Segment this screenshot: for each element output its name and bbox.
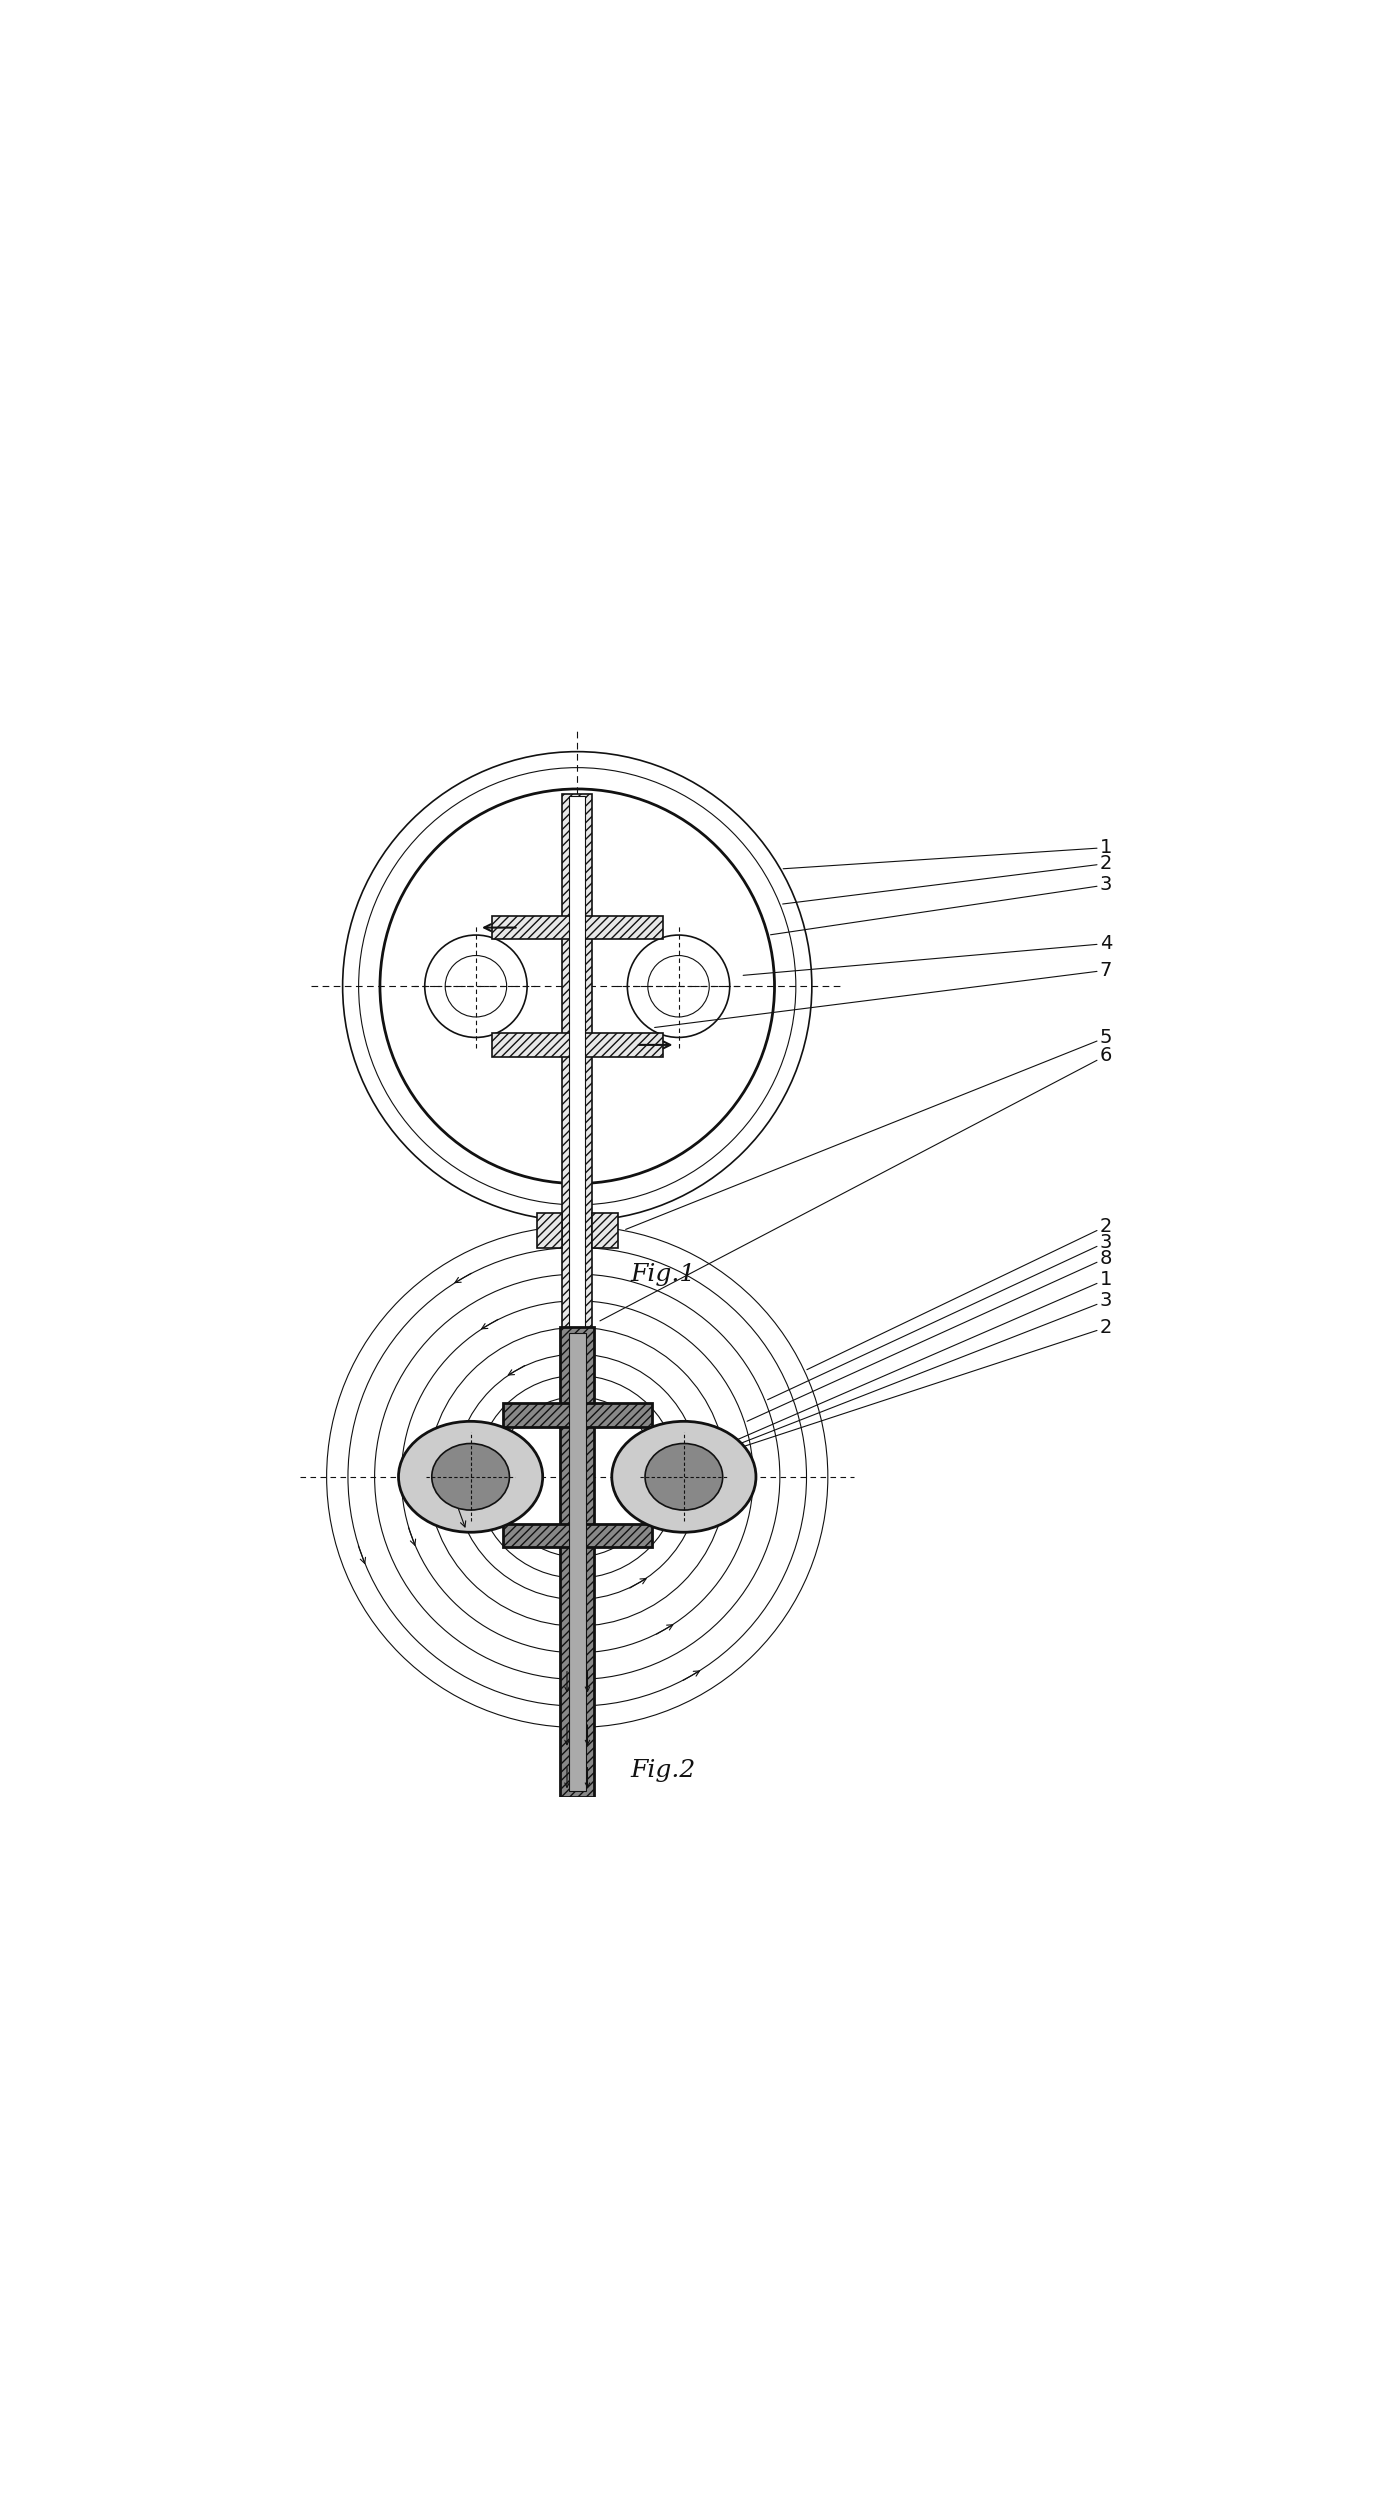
Text: 2: 2: [681, 1319, 1112, 1466]
Text: 5: 5: [626, 1028, 1112, 1228]
Bar: [560, 1329, 594, 1796]
Text: 1: 1: [783, 838, 1112, 868]
Ellipse shape: [399, 1421, 542, 1531]
Ellipse shape: [432, 1444, 509, 1511]
Text: 4: 4: [743, 933, 1112, 976]
Bar: [502, 1404, 652, 1426]
Text: 2: 2: [806, 1216, 1112, 1369]
Bar: [570, 796, 585, 1384]
Text: 2: 2: [783, 853, 1112, 903]
Bar: [493, 916, 663, 938]
Text: 8: 8: [747, 1248, 1112, 1421]
Bar: [502, 1524, 652, 1546]
Text: 7: 7: [655, 961, 1112, 1028]
Text: 1: 1: [725, 1271, 1112, 1444]
Text: 3: 3: [768, 1233, 1112, 1399]
Text: 6: 6: [600, 1046, 1112, 1321]
Text: 3: 3: [702, 1291, 1112, 1459]
Text: 3: 3: [771, 876, 1112, 936]
Bar: [537, 1213, 563, 1248]
Bar: [592, 1213, 618, 1248]
Text: Fig.2: Fig.2: [630, 1759, 695, 1781]
Bar: [493, 1033, 663, 1056]
Text: Fig.1: Fig.1: [630, 1264, 695, 1286]
Bar: [568, 1334, 586, 1791]
Ellipse shape: [612, 1421, 755, 1531]
Ellipse shape: [645, 1444, 722, 1511]
Bar: [563, 793, 592, 1386]
